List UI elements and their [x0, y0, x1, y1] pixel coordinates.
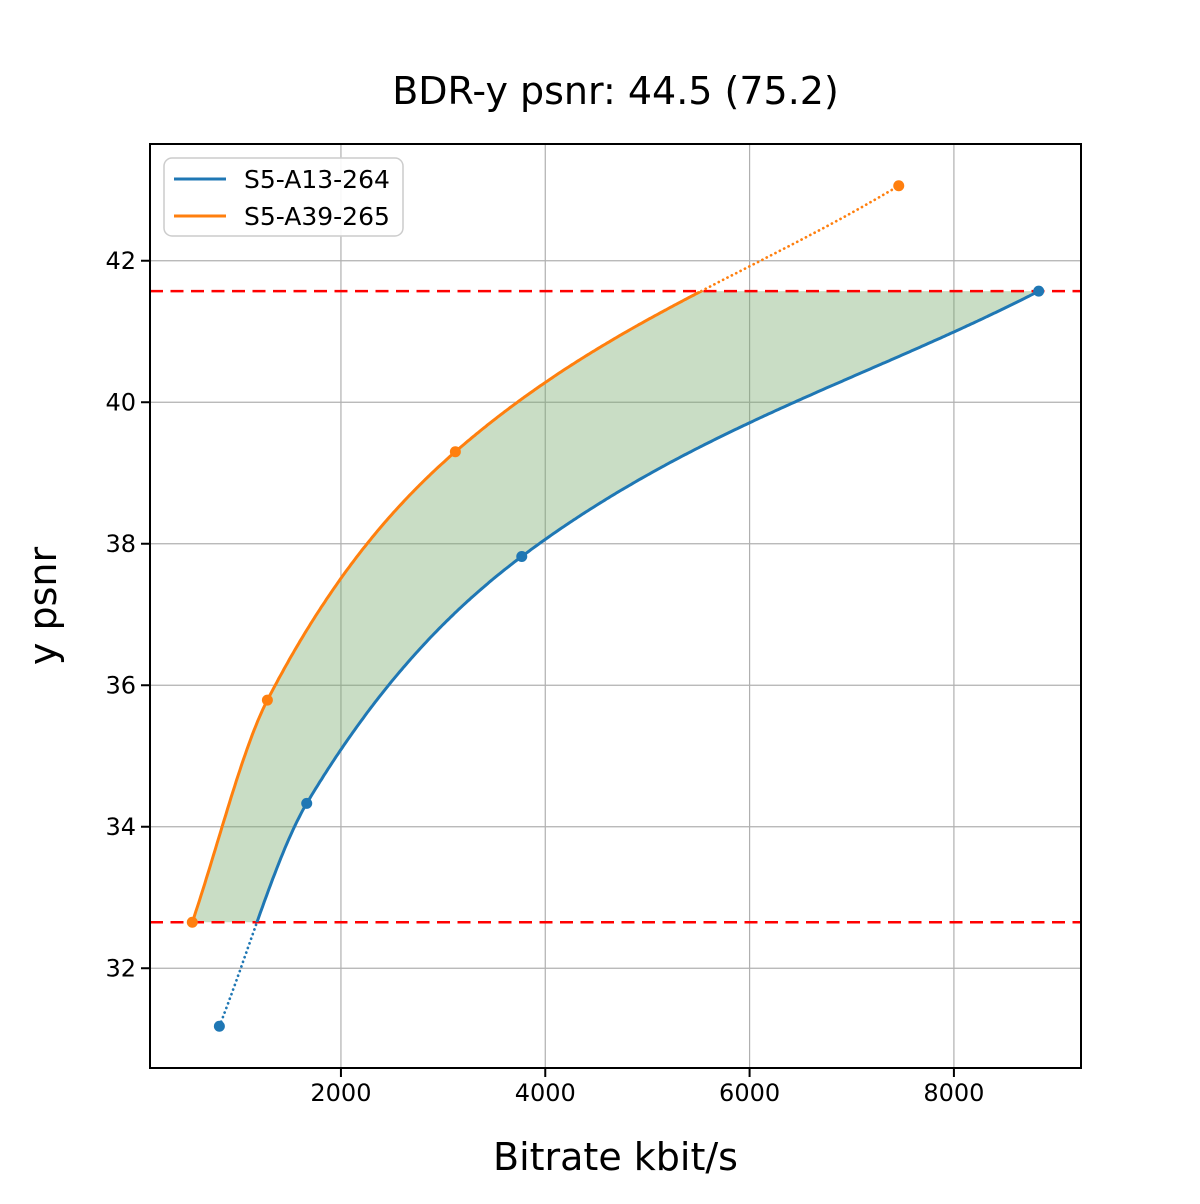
curve-1-solid	[190, 291, 705, 923]
shaded-region-layer	[192, 291, 1039, 923]
y-tick-label: 32	[105, 955, 136, 983]
marker-layer	[186, 180, 1045, 1032]
bd-shaded-region	[192, 291, 1039, 923]
x-tick-label: 6000	[719, 1079, 780, 1107]
x-axis-label: Bitrate kbit/s	[493, 1135, 738, 1179]
data-point	[213, 1020, 225, 1032]
x-tick-label: 2000	[310, 1079, 371, 1107]
y-tick-label: 34	[105, 813, 136, 841]
y-axis-label: y psnr	[21, 547, 65, 666]
x-tick-label: 8000	[923, 1079, 984, 1107]
legend: S5-A13-264 S5-A39-265	[163, 157, 404, 237]
data-point	[893, 180, 905, 192]
grid-layer	[150, 144, 1081, 1068]
data-point	[186, 916, 198, 928]
data-point	[1033, 285, 1045, 297]
x-tick-label: 4000	[515, 1079, 576, 1107]
tick-mark-layer	[141, 259, 955, 1077]
reference-line-layer	[150, 289, 1081, 924]
curve-0-solid	[255, 289, 1040, 923]
legend-label-series-1: S5-A39-265	[244, 202, 390, 231]
y-tick-label: 40	[105, 389, 136, 417]
y-tick-label: 42	[105, 247, 136, 275]
tick-label-layer: 2000 4000 6000 8000 32 34 36 38 40 42	[105, 247, 984, 1107]
y-tick-label: 36	[105, 672, 136, 700]
legend-label-series-0: S5-A13-264	[244, 165, 390, 194]
data-point	[261, 694, 273, 706]
plot-border	[149, 143, 1082, 1069]
curve-1-dotted	[698, 184, 901, 292]
data-point	[301, 797, 313, 809]
data-point	[449, 446, 461, 458]
curve-layer	[190, 184, 1040, 1028]
chart-title: BDR-y psnr: 44.5 (75.2)	[392, 69, 839, 113]
y-tick-label: 38	[105, 530, 136, 558]
data-point	[516, 550, 528, 562]
